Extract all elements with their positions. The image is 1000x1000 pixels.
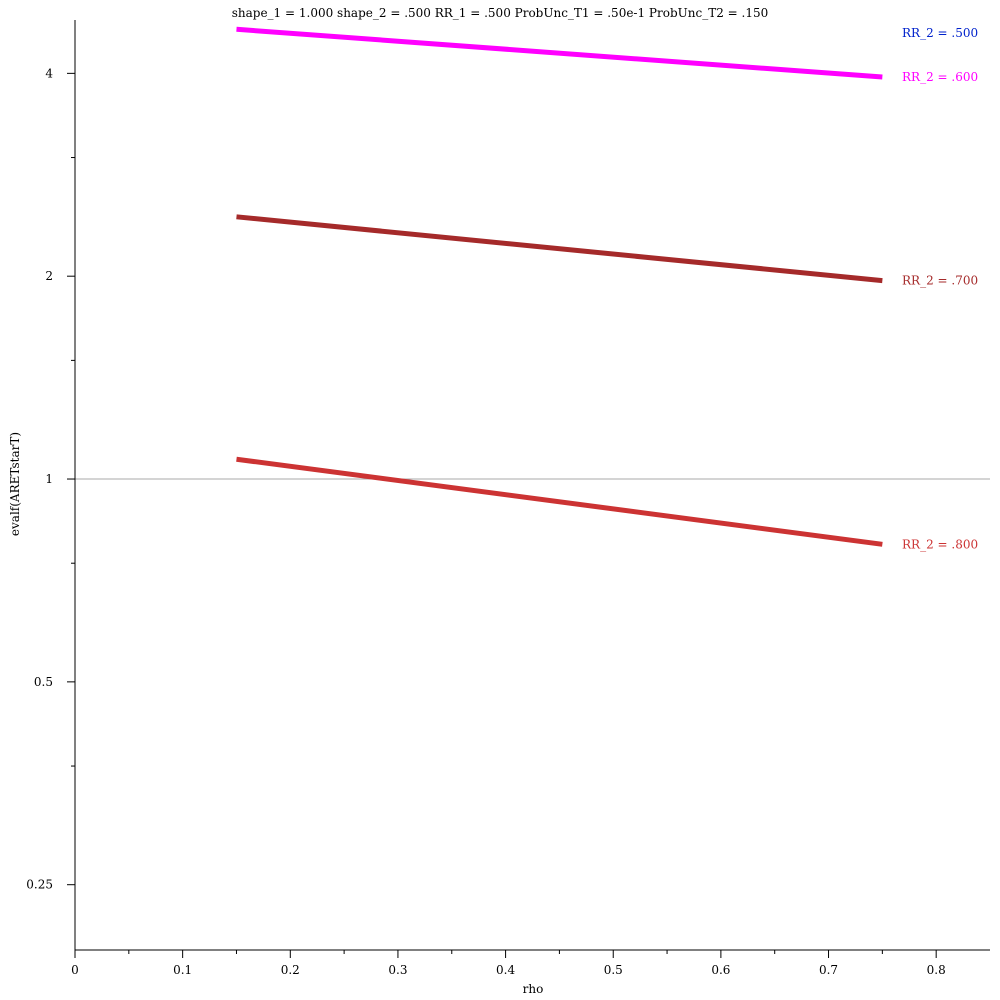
series-labels-layer: RR_2 = .500 RR_2 = .600 RR_2 = .700 RR_2 = … <box>902 26 978 551</box>
series-layer <box>236 26 883 547</box>
x-tick-label: 0.8 <box>927 963 946 977</box>
series-label: RR_2 = .700 <box>902 274 978 288</box>
axes-layer <box>74 20 990 951</box>
y-axis-label: evalf(ARETstarT) <box>8 432 22 536</box>
y-tick-label: 2 <box>45 269 53 283</box>
series-line <box>236 26 883 80</box>
y-tick-label: 0.5 <box>34 675 53 689</box>
x-axis-label: rho <box>523 982 544 996</box>
series-label: RR_2 = .500 <box>902 26 978 40</box>
x-tick-label: 0.7 <box>819 963 838 977</box>
x-ticks-layer: 0 0.1 0.2 0.3 0.4 0.5 0.6 0.7 0.8 <box>71 950 946 977</box>
series-line <box>236 214 883 284</box>
series-line <box>236 456 883 547</box>
y-tick-label: 1 <box>45 472 53 486</box>
x-tick-label: 0.2 <box>281 963 300 977</box>
chart-title: shape_1 = 1.000 shape_2 = .500 RR_1 = .5… <box>232 6 769 20</box>
x-tick-label: 0.3 <box>388 963 407 977</box>
series-label: RR_2 = .600 <box>902 70 978 84</box>
x-tick-label: 0.6 <box>711 963 730 977</box>
y-ticks-layer: 0.25 0.5 1 2 4 <box>26 66 75 892</box>
x-tick-label: 0.4 <box>496 963 515 977</box>
x-tick-label: 0 <box>71 963 79 977</box>
x-tick-label: 0.1 <box>173 963 192 977</box>
y-tick-label: 0.25 <box>26 878 53 892</box>
y-tick-label: 4 <box>45 66 53 80</box>
x-tick-label: 0.5 <box>604 963 623 977</box>
series-label: RR_2 = .800 <box>902 537 978 551</box>
